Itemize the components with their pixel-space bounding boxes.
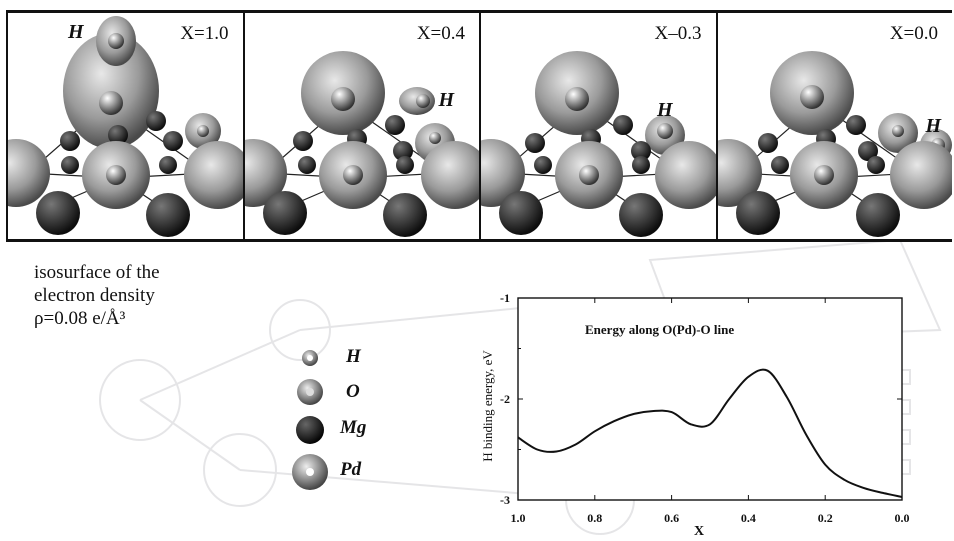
mg-atom-icon	[296, 416, 324, 444]
y-tick-label: -1	[500, 291, 510, 305]
legend-label-pd: Pd	[340, 459, 362, 480]
panel-label: X=0.4	[416, 23, 465, 44]
panel-molecule-graphic	[8, 16, 243, 237]
series-line	[517, 368, 903, 498]
isosurface-panels: H X=1.0 H X=0.4	[6, 10, 952, 242]
x-axis-label: X	[694, 524, 705, 539]
hydrogen-label: H	[925, 115, 942, 137]
panel-molecule-graphic	[244, 51, 480, 237]
legend-label-o: O	[346, 381, 360, 402]
panel-molecule-graphic	[717, 51, 952, 237]
chart-canvas: 1.0 0.8 0.6 0.4 0.2 0.0 -1 -2 -3	[500, 291, 910, 525]
caption-line: isosurface of the	[34, 262, 160, 283]
y-tick-label: -3	[500, 493, 510, 507]
y-tick-label: -2	[500, 392, 510, 406]
plot-frame	[517, 297, 903, 501]
x-tick-label: 0.4	[741, 511, 756, 525]
x-tick-label: 0.8	[587, 511, 602, 525]
panel-x-1-0: H X=1.0	[6, 13, 245, 239]
x-tick-label: 1.0	[511, 511, 526, 525]
legend-swatches	[292, 350, 328, 490]
legend-label-mg: Mg	[340, 417, 367, 438]
panel-label: X=0.0	[889, 23, 938, 44]
isosurface-caption: isosurface of the electron density ρ=0.0…	[34, 261, 160, 330]
panel-label: X=1.0	[180, 23, 229, 44]
energy-chart: 1.0 0.8 0.6 0.4 0.2 0.0 -1 -2 -3 Energy along O(…	[460, 280, 930, 541]
x-tick-label: 0.0	[895, 511, 910, 525]
panel-x-0-0: H X=0.0	[717, 13, 952, 239]
chart-title: Energy along O(Pd)-O line	[585, 322, 735, 337]
caption-line: electron density	[34, 285, 155, 306]
panel-molecule-graphic	[481, 51, 716, 237]
y-axis-label: H binding energy, eV	[480, 350, 495, 462]
hydrogen-label: H	[68, 21, 84, 43]
hydrogen-label: H	[657, 99, 673, 121]
panel-label: X–0.3	[654, 23, 702, 44]
panel-x-0-4: H X=0.4	[244, 13, 481, 239]
caption-line: ρ=0.08 e/Å³	[34, 308, 126, 329]
x-tick-label: 0.2	[818, 511, 833, 525]
x-tick-label: 0.6	[664, 511, 679, 525]
hydrogen-label: H	[438, 89, 455, 111]
panel-x-minus-0-3: H X–0.3	[481, 13, 718, 239]
legend-label-h: H	[346, 346, 361, 367]
